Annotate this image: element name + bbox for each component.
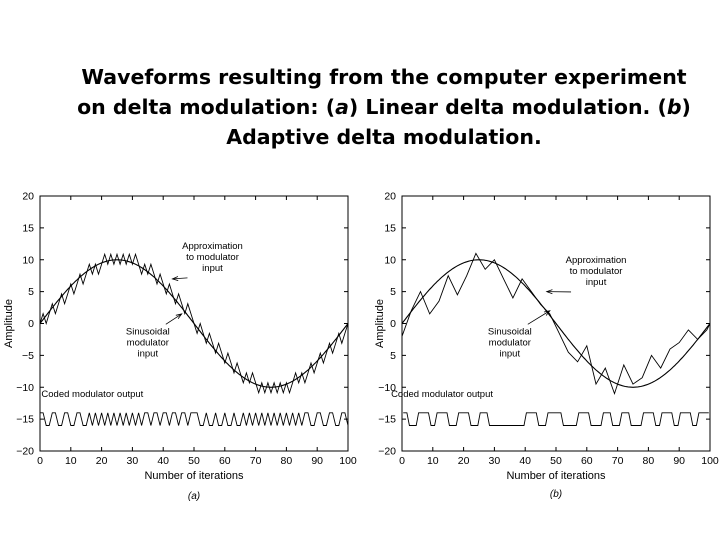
title-line-1: Waveforms resulting from the computer ex… (81, 65, 687, 89)
annotation-text: Sinusoidal (488, 326, 532, 337)
annotation-text: Sinusoidal (126, 326, 170, 337)
y-axis-label: Amplitude (3, 299, 15, 348)
annotation-text: Approximation (182, 241, 243, 252)
y-tick-label: −20 (378, 446, 396, 458)
y-tick-label: −10 (378, 382, 396, 394)
panel-label: (a) (188, 491, 200, 502)
annotation-arrowhead (545, 289, 553, 295)
y-tick-label: 20 (384, 191, 396, 203)
x-tick-label: 90 (673, 455, 685, 467)
x-tick-label: 20 (96, 455, 108, 467)
x-tick-label: 0 (37, 455, 43, 467)
series-coded-output (403, 412, 709, 426)
x-tick-label: 50 (188, 455, 200, 467)
y-tick-label: 15 (384, 222, 396, 234)
annotation-text: input (202, 263, 223, 274)
annotation-text: Approximation (566, 255, 627, 266)
y-tick-label: 15 (22, 222, 34, 234)
annotation-arrowhead (175, 313, 183, 319)
x-tick-label: 70 (612, 455, 624, 467)
annotation-text: input (586, 277, 607, 288)
annotation-text: to modulator (570, 266, 623, 277)
x-axis-label: Number of iterations (506, 470, 606, 482)
annotation-arrowhead (543, 310, 551, 316)
x-tick-label: 90 (311, 455, 323, 467)
y-tick-label: 20 (22, 191, 34, 203)
chart-panel-a: 0 10 20 30 40 50 60 70 80 90 10020151050−5−10−15−2… (3, 191, 357, 503)
annotation-arrow (172, 277, 188, 280)
x-tick-label: 80 (643, 455, 655, 467)
title-line-3: Adaptive delta modulation. (226, 125, 542, 149)
y-tick-label: 10 (384, 254, 396, 266)
x-tick-label: 40 (157, 455, 169, 467)
annotation-arrow (165, 313, 182, 325)
annotation-arrowhead (171, 276, 179, 281)
series-sinusoid (401, 259, 711, 388)
x-tick-label: 70 (250, 455, 262, 467)
x-tick-label: 30 (489, 455, 501, 467)
y-tick-label: 5 (28, 286, 34, 298)
annotation-text: Coded modulator output (391, 389, 493, 400)
annotation-text: modulator (489, 337, 531, 348)
annotation-text: input (137, 348, 158, 359)
x-tick-label: 100 (339, 455, 357, 467)
x-tick-label: 80 (281, 455, 293, 467)
x-tick-label: 10 (65, 455, 77, 467)
x-tick-label: 50 (550, 455, 562, 467)
x-tick-label: 60 (581, 455, 593, 467)
x-axis-label: Number of iterations (144, 470, 244, 482)
y-tick-label: 0 (28, 318, 34, 330)
slide-title: Waveforms resulting from the computer ex… (40, 62, 728, 152)
y-tick-label: 10 (22, 254, 34, 266)
annotation-text: modulator (127, 337, 169, 348)
x-tick-label: 30 (127, 455, 139, 467)
annotation-text: input (499, 348, 520, 359)
chart-panel-b: 0 10 20 30 40 50 60 70 80 90 100201510505−10−15−20… (374, 191, 719, 501)
annotation-arrow (527, 310, 551, 325)
x-tick-label: 60 (219, 455, 231, 467)
y-tick-label: −20 (16, 446, 34, 458)
x-tick-label: 20 (458, 455, 470, 467)
annotation-text: to modulator (186, 252, 239, 263)
annotation-text: Coded modulator output (41, 389, 143, 400)
x-tick-label: 40 (519, 455, 531, 467)
y-axis-label: Amplitude (374, 299, 386, 348)
series-approximation (401, 252, 711, 395)
panel-label: (b) (550, 489, 562, 500)
x-tick-label: 10 (427, 455, 439, 467)
x-tick-label: 0 (399, 455, 405, 467)
series-approximation (39, 252, 349, 395)
x-tick-label: 100 (701, 455, 719, 467)
y-tick-label: −10 (16, 382, 34, 394)
y-tick-label: −15 (378, 414, 396, 426)
y-tick-label: −5 (22, 350, 34, 362)
title-line-2: on delta modulation: (a) Linear delta mo… (77, 95, 691, 119)
y-tick-label: 5 (390, 350, 396, 362)
y-tick-label: 5 (390, 286, 396, 298)
y-tick-label: 0 (390, 318, 396, 330)
series-coded-output (40, 412, 349, 426)
y-tick-label: −15 (16, 414, 34, 426)
